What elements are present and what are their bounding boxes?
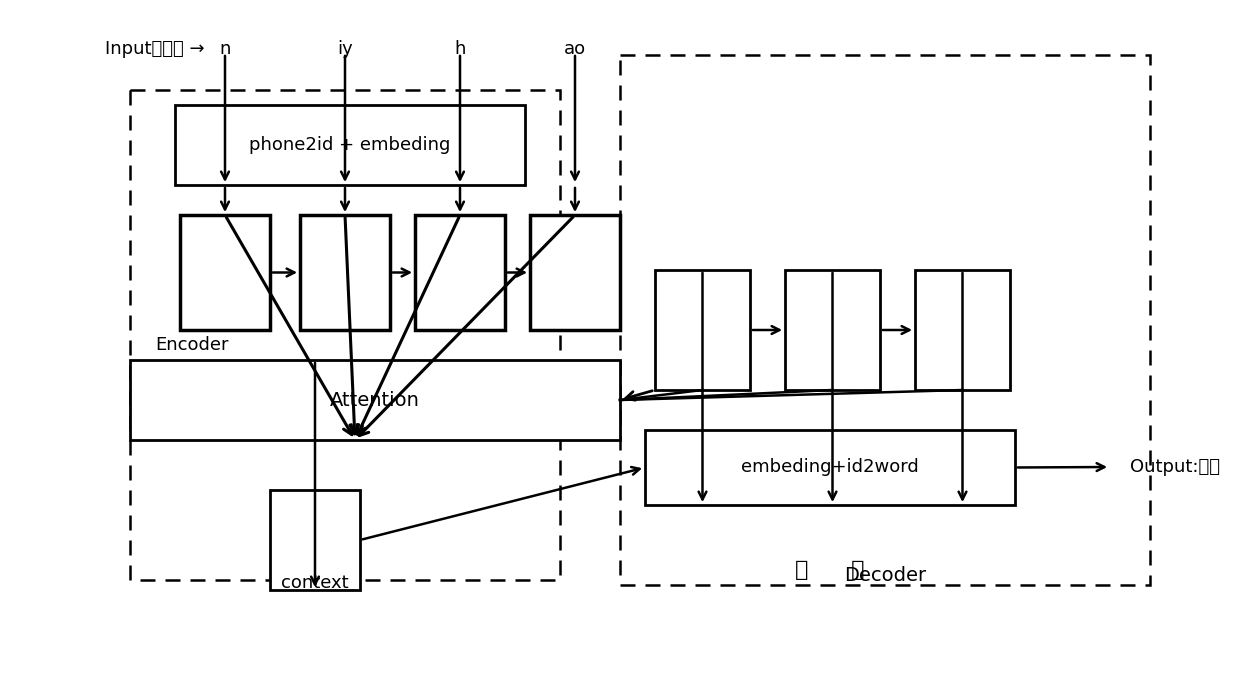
Text: n: n <box>219 40 231 58</box>
Text: iy: iy <box>337 40 353 58</box>
Text: phone2id + embeding: phone2id + embeding <box>249 136 450 154</box>
Text: Input：音素 →: Input：音素 → <box>105 40 205 58</box>
Bar <box>655 270 750 390</box>
Bar <box>645 430 1016 505</box>
Text: context: context <box>281 574 348 592</box>
Text: h: h <box>454 40 466 58</box>
Text: Decoder: Decoder <box>844 566 926 585</box>
Bar <box>175 105 525 185</box>
Bar <box>529 215 620 330</box>
Bar <box>415 215 505 330</box>
Bar <box>620 55 1149 585</box>
Bar <box>915 270 1011 390</box>
Text: Attention: Attention <box>330 391 420 410</box>
Bar <box>785 270 880 390</box>
Text: Encoder: Encoder <box>155 336 228 354</box>
Bar <box>300 215 391 330</box>
Text: ao: ao <box>564 40 587 58</box>
Text: 你      好: 你 好 <box>795 560 864 580</box>
Bar <box>180 215 270 330</box>
Bar <box>130 90 560 580</box>
Text: embeding+id2word: embeding+id2word <box>742 458 919 476</box>
Bar <box>130 360 620 440</box>
Text: Output:文字: Output:文字 <box>1130 458 1220 476</box>
Bar <box>270 490 360 590</box>
